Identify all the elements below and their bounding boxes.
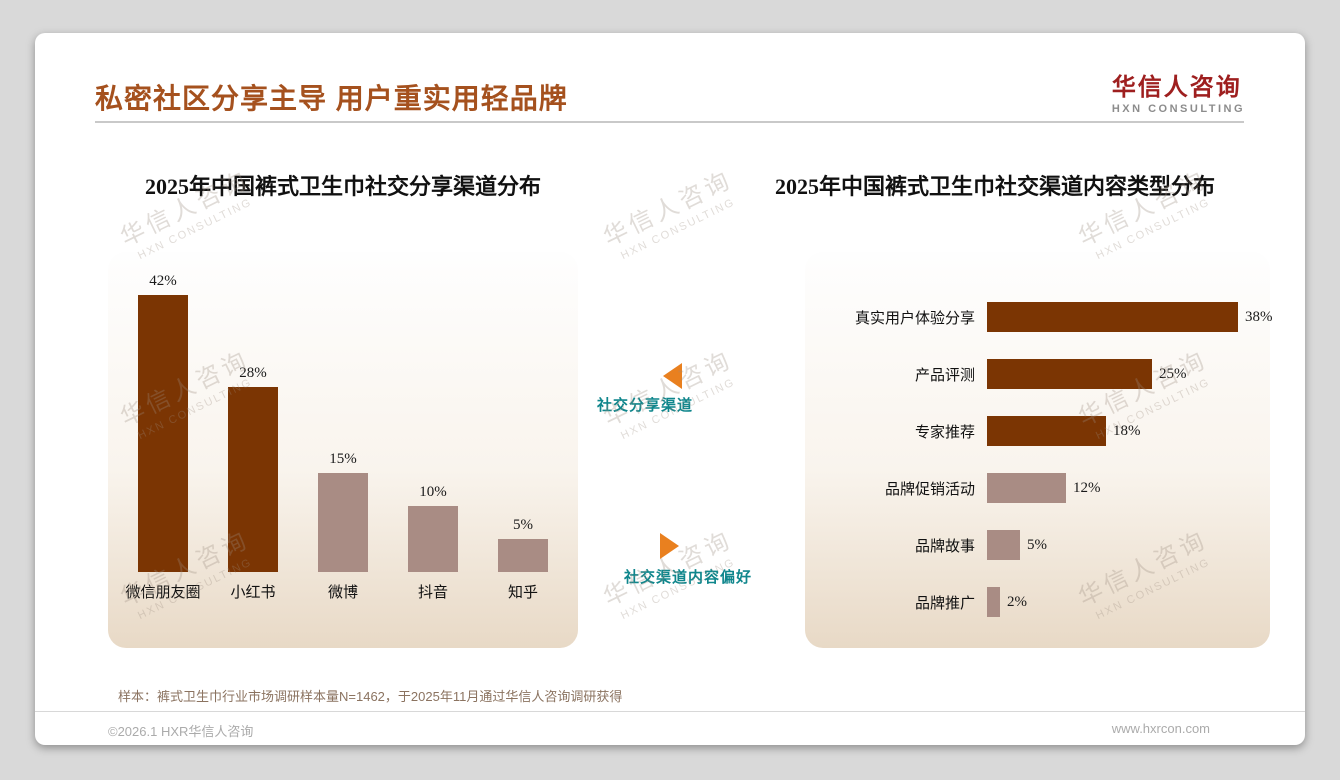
bar-value-label: 5% xyxy=(513,517,533,533)
vertical-bar-group-3: 15% 微博 xyxy=(318,268,368,602)
annotation-label: 社交渠道内容偏好 xyxy=(623,569,752,586)
vertical-bar-group-4: 10% 抖音 xyxy=(408,268,458,602)
annotation-content-preference: 社交渠道内容偏好 xyxy=(613,533,763,587)
bar-value-label: 38% xyxy=(1245,308,1273,325)
left-chart-bars: 42% 微信朋友圈 28% 小红书 15% 微博 10% 抖音 5% 知乎 xyxy=(108,268,578,602)
bar-value-label: 42% xyxy=(149,273,177,289)
company-logo: 华信人咨询 HXN CONSULTING xyxy=(1112,67,1245,115)
vertical-bar-group-5: 5% 知乎 xyxy=(498,268,548,602)
bar-value-label: 10% xyxy=(419,484,447,500)
copyright-text: ©2026.1 HXR华信人咨询 xyxy=(108,724,254,739)
bar-category-label: 微信朋友圈 xyxy=(125,584,201,601)
logo-name: 华信人咨询 xyxy=(1111,75,1242,101)
bar xyxy=(498,539,548,572)
bar-category-label: 品牌故事 xyxy=(914,537,975,555)
bar xyxy=(987,587,1000,617)
bar-value-label: 18% xyxy=(1113,422,1141,439)
left-chart-title: 2025年中国裤式卫生巾社交分享渠道分布 xyxy=(144,174,541,199)
header-divider xyxy=(95,121,1244,123)
horizontal-bar-row-2: 产品评测 25% xyxy=(815,359,1270,389)
bar-value-label: 5% xyxy=(1027,536,1047,553)
annotation-label: 社交分享渠道 xyxy=(596,397,693,414)
arrow-right-icon xyxy=(660,533,679,559)
report-slide-card: 华信人咨询 HXN CONSULTING 华信人咨询 HXN CONSULTING 华信… xyxy=(35,33,1305,745)
website-url: www.hxrcon.com xyxy=(1111,721,1210,736)
bar-category-label: 真实用户体验分享 xyxy=(854,309,975,327)
watermark: 华信人咨询 HXN CONSULTING xyxy=(599,166,738,263)
bar-category-label: 品牌推广 xyxy=(914,594,975,612)
horizontal-bar-row-6: 品牌推广 2% xyxy=(815,587,1270,617)
right-chart-bars: 真实用户体验分享 38% 产品评测 25% 专家推荐 18% 品牌促销活动 12% 品牌故事 5%… xyxy=(815,302,1273,617)
sample-footnote: 样本：裤式卫生巾行业市场调研样本量N=1462，于2025年11月通过华信人咨询… xyxy=(118,689,623,704)
bar xyxy=(408,506,458,572)
right-chart-title: 2025年中国裤式卫生巾社交渠道内容类型分布 xyxy=(774,174,1215,199)
bar-value-label: 12% xyxy=(1073,479,1101,496)
horizontal-bar-row-3: 专家推荐 18% xyxy=(815,416,1270,446)
horizontal-bar-row-1: 真实用户体验分享 38% xyxy=(815,302,1273,332)
bar-category-label: 专家推荐 xyxy=(914,423,975,441)
bar-value-label: 25% xyxy=(1159,365,1187,382)
vertical-bar-group-2: 28% 小红书 xyxy=(228,268,278,602)
bar xyxy=(987,416,1106,446)
horizontal-bar-row-5: 品牌故事 5% xyxy=(815,530,1270,560)
bar xyxy=(987,359,1152,389)
bar-value-label: 15% xyxy=(329,451,357,467)
vertical-bar-group-1: 42% 微信朋友圈 xyxy=(126,268,201,602)
footer: ©2026.1 HXR华信人咨询 www.hxrcon.com xyxy=(35,711,1305,746)
bar xyxy=(138,295,188,572)
page-title: 私密社区分享主导 用户重实用轻品牌 xyxy=(95,83,568,114)
bar xyxy=(987,473,1066,503)
bar-category-label: 品牌促销活动 xyxy=(884,480,975,498)
bar-category-label: 微博 xyxy=(327,584,358,601)
bar xyxy=(987,302,1238,332)
bar xyxy=(228,387,278,572)
annotation-social-sharing-channels: 社交分享渠道 xyxy=(580,363,710,415)
bar-value-label: 28% xyxy=(239,365,267,381)
bar xyxy=(318,473,368,572)
left-chart-panel: 42% 微信朋友圈 28% 小红书 15% 微博 10% 抖音 5% 知乎 xyxy=(108,252,578,648)
bar-value-label: 2% xyxy=(1007,593,1027,610)
bar-category-label: 小红书 xyxy=(230,584,276,601)
bar xyxy=(987,530,1020,560)
bar-category-label: 产品评测 xyxy=(914,366,975,384)
bar-category-label: 抖音 xyxy=(417,584,448,601)
arrow-left-icon xyxy=(663,363,682,389)
bar-category-label: 知乎 xyxy=(507,584,538,601)
horizontal-bar-row-4: 品牌促销活动 12% xyxy=(815,473,1270,503)
right-chart-panel: 真实用户体验分享 38% 产品评测 25% 专家推荐 18% 品牌促销活动 12% 品牌故事 5%… xyxy=(805,252,1273,648)
logo-subtitle: HXN CONSULTING xyxy=(1111,103,1245,115)
